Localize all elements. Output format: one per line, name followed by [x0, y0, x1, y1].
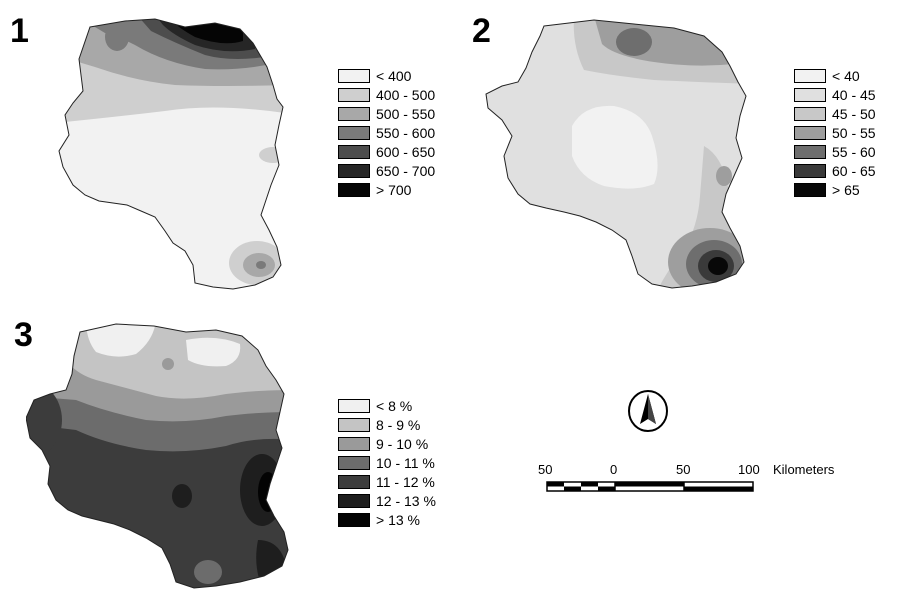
legend-label: 600 - 650: [376, 143, 436, 160]
legend-3-item: 12 - 13 %: [338, 491, 436, 510]
legend-swatch: [338, 455, 370, 470]
scale-tick-label: 100: [738, 462, 760, 477]
legend-3-item: 9 - 10 %: [338, 434, 436, 453]
legend-label: 8 - 9 %: [376, 416, 421, 433]
scale-bar: [546, 481, 754, 492]
legend-1-item: 400 - 500: [338, 85, 435, 104]
legend-2-item: 55 - 60: [794, 142, 876, 161]
scale-tick-label: 0: [610, 462, 618, 477]
panel-number-1: 1: [10, 12, 29, 50]
legend-label: < 40: [832, 67, 860, 84]
legend-swatch: [794, 125, 826, 140]
legend-label: > 13 %: [376, 511, 420, 528]
legend-1-item: 650 - 700: [338, 161, 435, 180]
legend-swatch: [338, 436, 370, 451]
legend-1-item: 550 - 600: [338, 123, 435, 142]
legend-label: > 700: [376, 181, 412, 198]
legend-swatch: [338, 398, 370, 413]
legend-2-item: 50 - 55: [794, 123, 876, 142]
legend-1-item: 600 - 650: [338, 142, 435, 161]
legend-label: 500 - 550: [376, 105, 436, 122]
legend-swatch: [794, 68, 826, 83]
legend-label: > 65: [832, 181, 860, 198]
north-arrow-icon: [628, 390, 668, 432]
map-2-fill: [486, 20, 746, 288]
scale-unit-label: Kilometers: [773, 462, 835, 477]
legend-swatch: [338, 182, 370, 197]
legend-swatch: [338, 474, 370, 489]
legend-2-item: < 40: [794, 66, 876, 85]
legend-3: < 8 % 8 - 9 % 9 - 10 % 10 - 11 % 11 - 12…: [338, 396, 436, 529]
legend-swatch: [338, 125, 370, 140]
legend-1-item: > 700: [338, 180, 435, 199]
legend-3-item: > 13 %: [338, 510, 436, 529]
legend-label: 11 - 12 %: [376, 473, 435, 490]
legend-swatch: [794, 144, 826, 159]
legend-1-item: < 400: [338, 66, 435, 85]
legend-label: 400 - 500: [376, 86, 436, 103]
legend-swatch: [338, 68, 370, 83]
legend-3-item: < 8 %: [338, 396, 436, 415]
legend-swatch: [794, 106, 826, 121]
map-2: [485, 19, 747, 289]
legend-label: < 400: [376, 67, 412, 84]
legend-3-item: 8 - 9 %: [338, 415, 436, 434]
legend-3-item: 11 - 12 %: [338, 472, 436, 491]
legend-2-item: 60 - 65: [794, 161, 876, 180]
legend-swatch: [794, 182, 826, 197]
legend-swatch: [338, 417, 370, 432]
legend-3-item: 10 - 11 %: [338, 453, 436, 472]
legend-label: 10 - 11 %: [376, 454, 435, 471]
legend-2-item: > 65: [794, 180, 876, 199]
legend-swatch: [794, 163, 826, 178]
legend-swatch: [338, 87, 370, 102]
legend-label: 60 - 65: [832, 162, 876, 179]
panel-number-3: 3: [14, 316, 33, 354]
legend-label: 550 - 600: [376, 124, 436, 141]
scale-tick-label: 50: [676, 462, 691, 477]
legend-label: 9 - 10 %: [376, 435, 429, 452]
legend-label: 55 - 60: [832, 143, 876, 160]
legend-1: < 400 400 - 500 500 - 550 550 - 600 600 …: [338, 66, 435, 199]
map-3: [26, 323, 289, 589]
legend-swatch: [794, 87, 826, 102]
map-1-fill: [59, 19, 283, 289]
legend-2-item: 45 - 50: [794, 104, 876, 123]
legend-label: < 8 %: [376, 397, 413, 414]
scale-tick-label: 50: [538, 462, 553, 477]
legend-label: 12 - 13 %: [376, 492, 436, 509]
legend-swatch: [338, 512, 370, 527]
legend-swatch: [338, 144, 370, 159]
map-3-fill: [26, 324, 288, 588]
legend-swatch: [338, 106, 370, 121]
legend-2: < 40 40 - 45 45 - 50 50 - 55 55 - 60 60 …: [794, 66, 876, 199]
legend-label: 45 - 50: [832, 105, 876, 122]
legend-label: 40 - 45: [832, 86, 876, 103]
legend-label: 650 - 700: [376, 162, 436, 179]
legend-swatch: [338, 493, 370, 508]
map-1: [58, 18, 284, 290]
legend-2-item: 40 - 45: [794, 85, 876, 104]
legend-label: 50 - 55: [832, 124, 876, 141]
panel-number-2: 2: [472, 12, 491, 50]
legend-swatch: [338, 163, 370, 178]
legend-1-item: 500 - 550: [338, 104, 435, 123]
